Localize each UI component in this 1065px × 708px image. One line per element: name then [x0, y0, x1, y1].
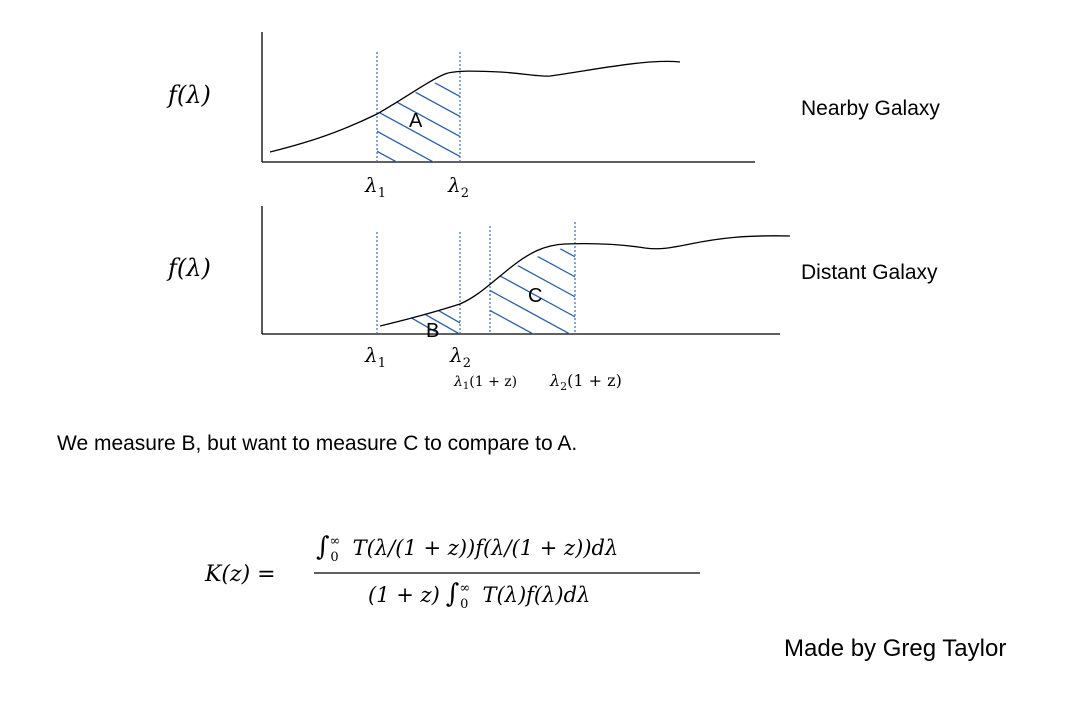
distant-spectrum-curve: [379, 235, 791, 327]
equation-denominator: (1 + z) ∫∞ 0 T(λ)f(λ)dλ: [368, 579, 590, 612]
denominator-integral-sign: ∫: [446, 579, 460, 609]
distant-galaxy-panel: B C f(λ) λ1 λ2 λ1(1 + z) λ2(1 + z) Dista…: [166, 206, 938, 393]
numerator-lower-limit: 0: [330, 550, 338, 565]
nearby-galaxy-panel: A f(λ) λ1 λ2 Nearby Galaxy: [166, 32, 940, 201]
distant-tick-lambda2: λ2: [449, 343, 471, 371]
nearby-tick-lambda1: λ1: [364, 173, 386, 201]
nearby-spectrum-curve: [269, 60, 681, 153]
region-label-a: A: [409, 110, 423, 132]
denominator-integrand: T(λ)f(λ)dλ: [482, 583, 590, 607]
distant-galaxy-title: Distant Galaxy: [801, 261, 938, 284]
distant-tick-lambda1: λ1: [364, 343, 386, 371]
region-label-b: B: [426, 320, 439, 342]
numerator-integrand: T(λ/(1 + z))f(λ/(1 + z))dλ: [353, 536, 619, 560]
numerator-integral-sign: ∫: [316, 532, 330, 562]
distant-y-label: f(λ): [166, 254, 211, 282]
nearby-galaxy-title: Nearby Galaxy: [801, 97, 940, 120]
distant-tick-lambda2z: λ2(1 + z): [549, 371, 622, 393]
numerator-upper-limit: ∞: [330, 534, 341, 549]
denominator-upper-limit: ∞: [459, 581, 470, 596]
equation-lhs: K(z) =: [204, 562, 276, 587]
nearby-y-label: f(λ): [166, 81, 211, 109]
region-label-c: C: [528, 285, 542, 307]
nearby-tick-lambda2: λ2: [447, 173, 469, 201]
equation-numerator: ∫∞ 0 T(λ/(1 + z))f(λ/(1 + z))dλ: [316, 532, 618, 565]
denominator-prefix: (1 + z): [368, 583, 440, 607]
credit: Made by Greg Taylor: [784, 635, 1006, 662]
denominator-lower-limit: 0: [460, 597, 468, 612]
caption: We measure B, but want to measure C to c…: [57, 432, 577, 455]
k-correction-equation: K(z) = ∫∞ 0 T(λ/(1 + z))f(λ/(1 + z))dλ (1 …: [204, 532, 700, 612]
distant-tick-lambda1z: λ1(1 + z): [453, 374, 517, 392]
